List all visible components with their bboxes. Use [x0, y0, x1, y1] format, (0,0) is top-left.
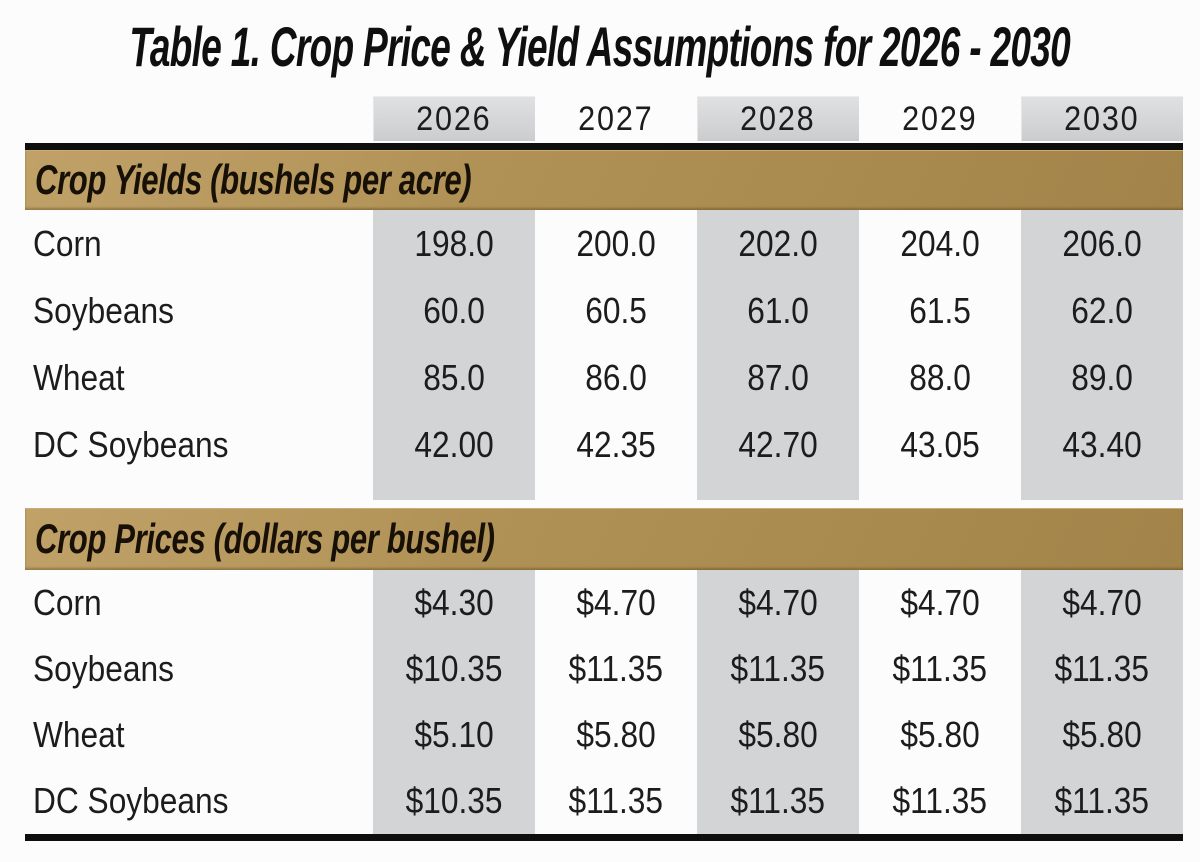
table-row-price-soybeans: Soybeans $10.35 $11.35 $11.35 $11.35 $11… [25, 636, 1183, 702]
table-row-price-wheat: Wheat $5.10 $5.80 $5.80 $5.80 $5.80 [25, 702, 1183, 768]
cell-value: $10.35 [373, 768, 535, 834]
cell-value: 42.00 [373, 411, 535, 478]
bottom-rule [25, 834, 1183, 841]
cell-value: 89.0 [1021, 344, 1183, 411]
row-label: DC Soybeans [33, 780, 229, 821]
cell-value: $4.30 [373, 570, 535, 636]
cell-value: $5.80 [576, 714, 656, 755]
cell-value: $11.35 [892, 648, 988, 689]
cell-value: 200.0 [576, 222, 656, 264]
section-header-prices: Crop Prices (dollars per bushel) [35, 515, 495, 562]
corner-cell [25, 93, 373, 143]
cell-value: $5.80 [697, 702, 859, 768]
row-label: Soybeans [33, 289, 174, 331]
year-cell-2028: 2028 [697, 93, 859, 143]
cell-value: 42.70 [697, 411, 859, 478]
year-header-2029: 2029 [902, 99, 978, 138]
stripe-spacer [25, 478, 1183, 500]
cell-value: $5.80 [1021, 702, 1183, 768]
cell-value: 206.0 [1021, 210, 1183, 277]
section-gap [25, 500, 1183, 508]
cell-value: 85.0 [373, 344, 535, 411]
year-header-2028: 2028 [697, 96, 859, 141]
row-label: Soybeans [33, 648, 174, 689]
cell-value: 42.35 [576, 423, 656, 465]
cell-value: 86.0 [585, 356, 647, 398]
top-rule [25, 143, 1183, 150]
year-cell-2027: 2027 [535, 93, 697, 143]
cell-value: $4.70 [697, 570, 859, 636]
cell-value: 60.0 [373, 277, 535, 344]
cell-value: $11.35 [568, 648, 664, 689]
year-header-2027: 2027 [578, 99, 654, 138]
table-row-yield-corn: Corn 198.0 200.0 202.0 204.0 206.0 [25, 210, 1183, 277]
cell-value: $4.70 [576, 582, 656, 623]
cell-value: 202.0 [697, 210, 859, 277]
cell-value: $11.35 [697, 636, 859, 702]
page-title: Table 1. Crop Price & Yield Assumptions … [129, 15, 1071, 78]
row-label: Corn [33, 582, 102, 623]
cell-value: $11.35 [1021, 636, 1183, 702]
cell-value: 62.0 [1021, 277, 1183, 344]
cell-value: $11.35 [892, 780, 988, 821]
cell-value: $4.70 [1021, 570, 1183, 636]
cell-value: 60.5 [585, 289, 647, 331]
cell-value: 43.05 [900, 423, 980, 465]
cell-value: 88.0 [909, 356, 971, 398]
cell-value: 204.0 [900, 222, 980, 264]
cell-value: 198.0 [373, 210, 535, 277]
table-row-yield-wheat: Wheat 85.0 86.0 87.0 88.0 89.0 [25, 344, 1183, 411]
section-band-prices: Crop Prices (dollars per bushel) [25, 508, 1183, 570]
cell-value: $5.80 [900, 714, 980, 755]
cell-value: 61.0 [697, 277, 859, 344]
row-label: Wheat [33, 714, 125, 755]
row-label: Wheat [33, 356, 125, 398]
cell-value: $11.35 [568, 780, 664, 821]
title-area: Table 1. Crop Price & Yield Assumptions … [0, 0, 1200, 93]
cell-value: 87.0 [697, 344, 859, 411]
section-band-yields: Crop Yields (bushels per acre) [25, 150, 1183, 210]
row-label: DC Soybeans [33, 423, 229, 465]
cell-value: 43.40 [1021, 411, 1183, 478]
year-header-2030: 2030 [1021, 96, 1183, 141]
cell-value: $5.10 [373, 702, 535, 768]
crop-assumptions-table: 2026 2027 2028 2029 2030 Crop Yields (bu… [25, 93, 1183, 841]
table-row-yield-soybeans: Soybeans 60.0 60.5 61.0 61.5 62.0 [25, 277, 1183, 344]
year-cell-2026: 2026 [373, 93, 535, 143]
table-row-yield-dc-soybeans: DC Soybeans 42.00 42.35 42.70 43.05 43.4… [25, 411, 1183, 478]
year-cell-2029: 2029 [859, 93, 1021, 143]
cell-value: $10.35 [373, 636, 535, 702]
year-cell-2030: 2030 [1021, 93, 1183, 143]
row-label: Corn [33, 222, 102, 264]
table-row-price-dc-soybeans: DC Soybeans $10.35 $11.35 $11.35 $11.35 … [25, 768, 1183, 834]
section-header-yields: Crop Yields (bushels per acre) [35, 156, 472, 203]
table-row-price-corn: Corn $4.30 $4.70 $4.70 $4.70 $4.70 [25, 570, 1183, 636]
cell-value: $11.35 [697, 768, 859, 834]
year-header-2026: 2026 [373, 96, 535, 141]
cell-value: $11.35 [1021, 768, 1183, 834]
year-header-row: 2026 2027 2028 2029 2030 [25, 93, 1183, 143]
cell-value: 61.5 [909, 289, 971, 331]
cell-value: $4.70 [900, 582, 980, 623]
